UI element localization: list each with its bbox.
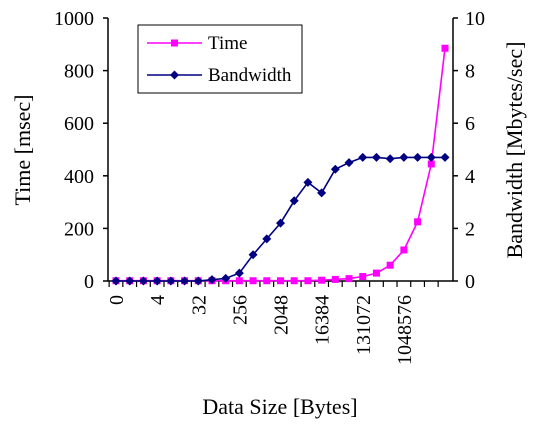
series-point-bandwidth <box>193 276 203 286</box>
x-tick-label: 32 <box>188 295 210 315</box>
series-point-bandwidth <box>358 152 368 162</box>
series-point-bandwidth <box>330 164 340 174</box>
series-point-time <box>359 273 367 281</box>
series-point-time <box>235 277 243 285</box>
series-point-bandwidth <box>180 276 190 286</box>
series-point-bandwidth <box>276 218 285 228</box>
series-point-time <box>318 276 326 284</box>
series-point-bandwidth <box>111 276 121 286</box>
series-point-time <box>414 218 422 226</box>
right-tick-label: 2 <box>465 218 475 240</box>
series-point-time <box>331 275 339 283</box>
series-point-bandwidth <box>385 154 395 164</box>
series-point-time <box>386 261 394 269</box>
y-axis-right-title: Bandwidth [Mbytes/sec] <box>502 42 527 259</box>
series-point-bandwidth <box>289 196 299 206</box>
right-tick-label: 10 <box>465 8 485 30</box>
series-point-bandwidth <box>262 234 272 244</box>
legend-box <box>137 24 303 94</box>
x-tick-label: 1048576 <box>394 295 416 365</box>
x-axis-ticks: 0 4 32 256 2048 16384 131072 1048576 <box>106 281 439 365</box>
series-point-bandwidth <box>166 276 176 286</box>
left-tick-label: 200 <box>64 218 94 240</box>
series-point-time <box>290 277 298 285</box>
series-point-bandwidth <box>413 152 423 162</box>
y-axis-left-title: Time [msec] <box>10 94 35 205</box>
legend-time-marker <box>171 39 178 47</box>
legend: Time Bandwidth <box>137 24 303 94</box>
x-tick-label: 256 <box>229 295 251 325</box>
left-tick-label: 800 <box>64 61 94 83</box>
left-axis-ticks: 0 200 400 600 800 1000 <box>54 8 108 293</box>
legend-bandwidth-label: Bandwidth <box>208 65 292 86</box>
x-tick-label: 131072 <box>353 295 375 355</box>
right-tick-label: 4 <box>465 166 475 188</box>
legend-time-label: Time <box>208 33 247 54</box>
x-tick-label: 4 <box>147 295 169 305</box>
series-layer <box>111 44 450 286</box>
series-point-bandwidth <box>344 158 354 168</box>
series-point-bandwidth <box>426 152 436 162</box>
series-point-bandwidth <box>125 276 135 286</box>
series-point-time <box>263 277 271 285</box>
series-point-bandwidth <box>234 268 244 278</box>
series-point-bandwidth <box>138 276 148 286</box>
series-point-time <box>304 277 312 285</box>
x-tick-label: 2048 <box>271 295 293 335</box>
series-point-bandwidth <box>303 177 313 187</box>
left-tick-label: 600 <box>64 113 94 135</box>
series-point-bandwidth <box>399 152 409 162</box>
series-point-time <box>277 277 284 285</box>
series-point-bandwidth <box>317 188 327 198</box>
left-tick-label: 1000 <box>54 8 94 30</box>
series-point-time <box>441 44 449 52</box>
series-point-bandwidth <box>152 276 162 286</box>
series-point-time <box>427 160 435 168</box>
series-point-time <box>249 277 257 285</box>
x-tick-label: 0 <box>106 295 128 305</box>
series-point-time <box>345 275 353 283</box>
right-axis-ticks: 0 2 4 6 8 10 <box>453 8 485 293</box>
legend-bandwidth-marker <box>170 70 179 80</box>
right-tick-label: 6 <box>465 113 475 135</box>
x-tick-label: 16384 <box>312 295 334 345</box>
series-point-bandwidth <box>207 275 217 285</box>
series-point-bandwidth <box>248 250 258 260</box>
series-point-bandwidth <box>440 152 450 162</box>
series-point-time <box>400 246 408 254</box>
right-tick-label: 8 <box>465 61 475 83</box>
left-tick-label: 0 <box>84 271 94 293</box>
series-bandwidth <box>111 152 450 286</box>
series-point-time <box>372 269 380 277</box>
series-point-bandwidth <box>221 273 231 283</box>
left-tick-label: 400 <box>64 166 94 188</box>
series-point-bandwidth <box>371 152 381 162</box>
x-axis-title: Data Size [Bytes] <box>202 394 357 419</box>
right-tick-label: 0 <box>465 271 475 293</box>
